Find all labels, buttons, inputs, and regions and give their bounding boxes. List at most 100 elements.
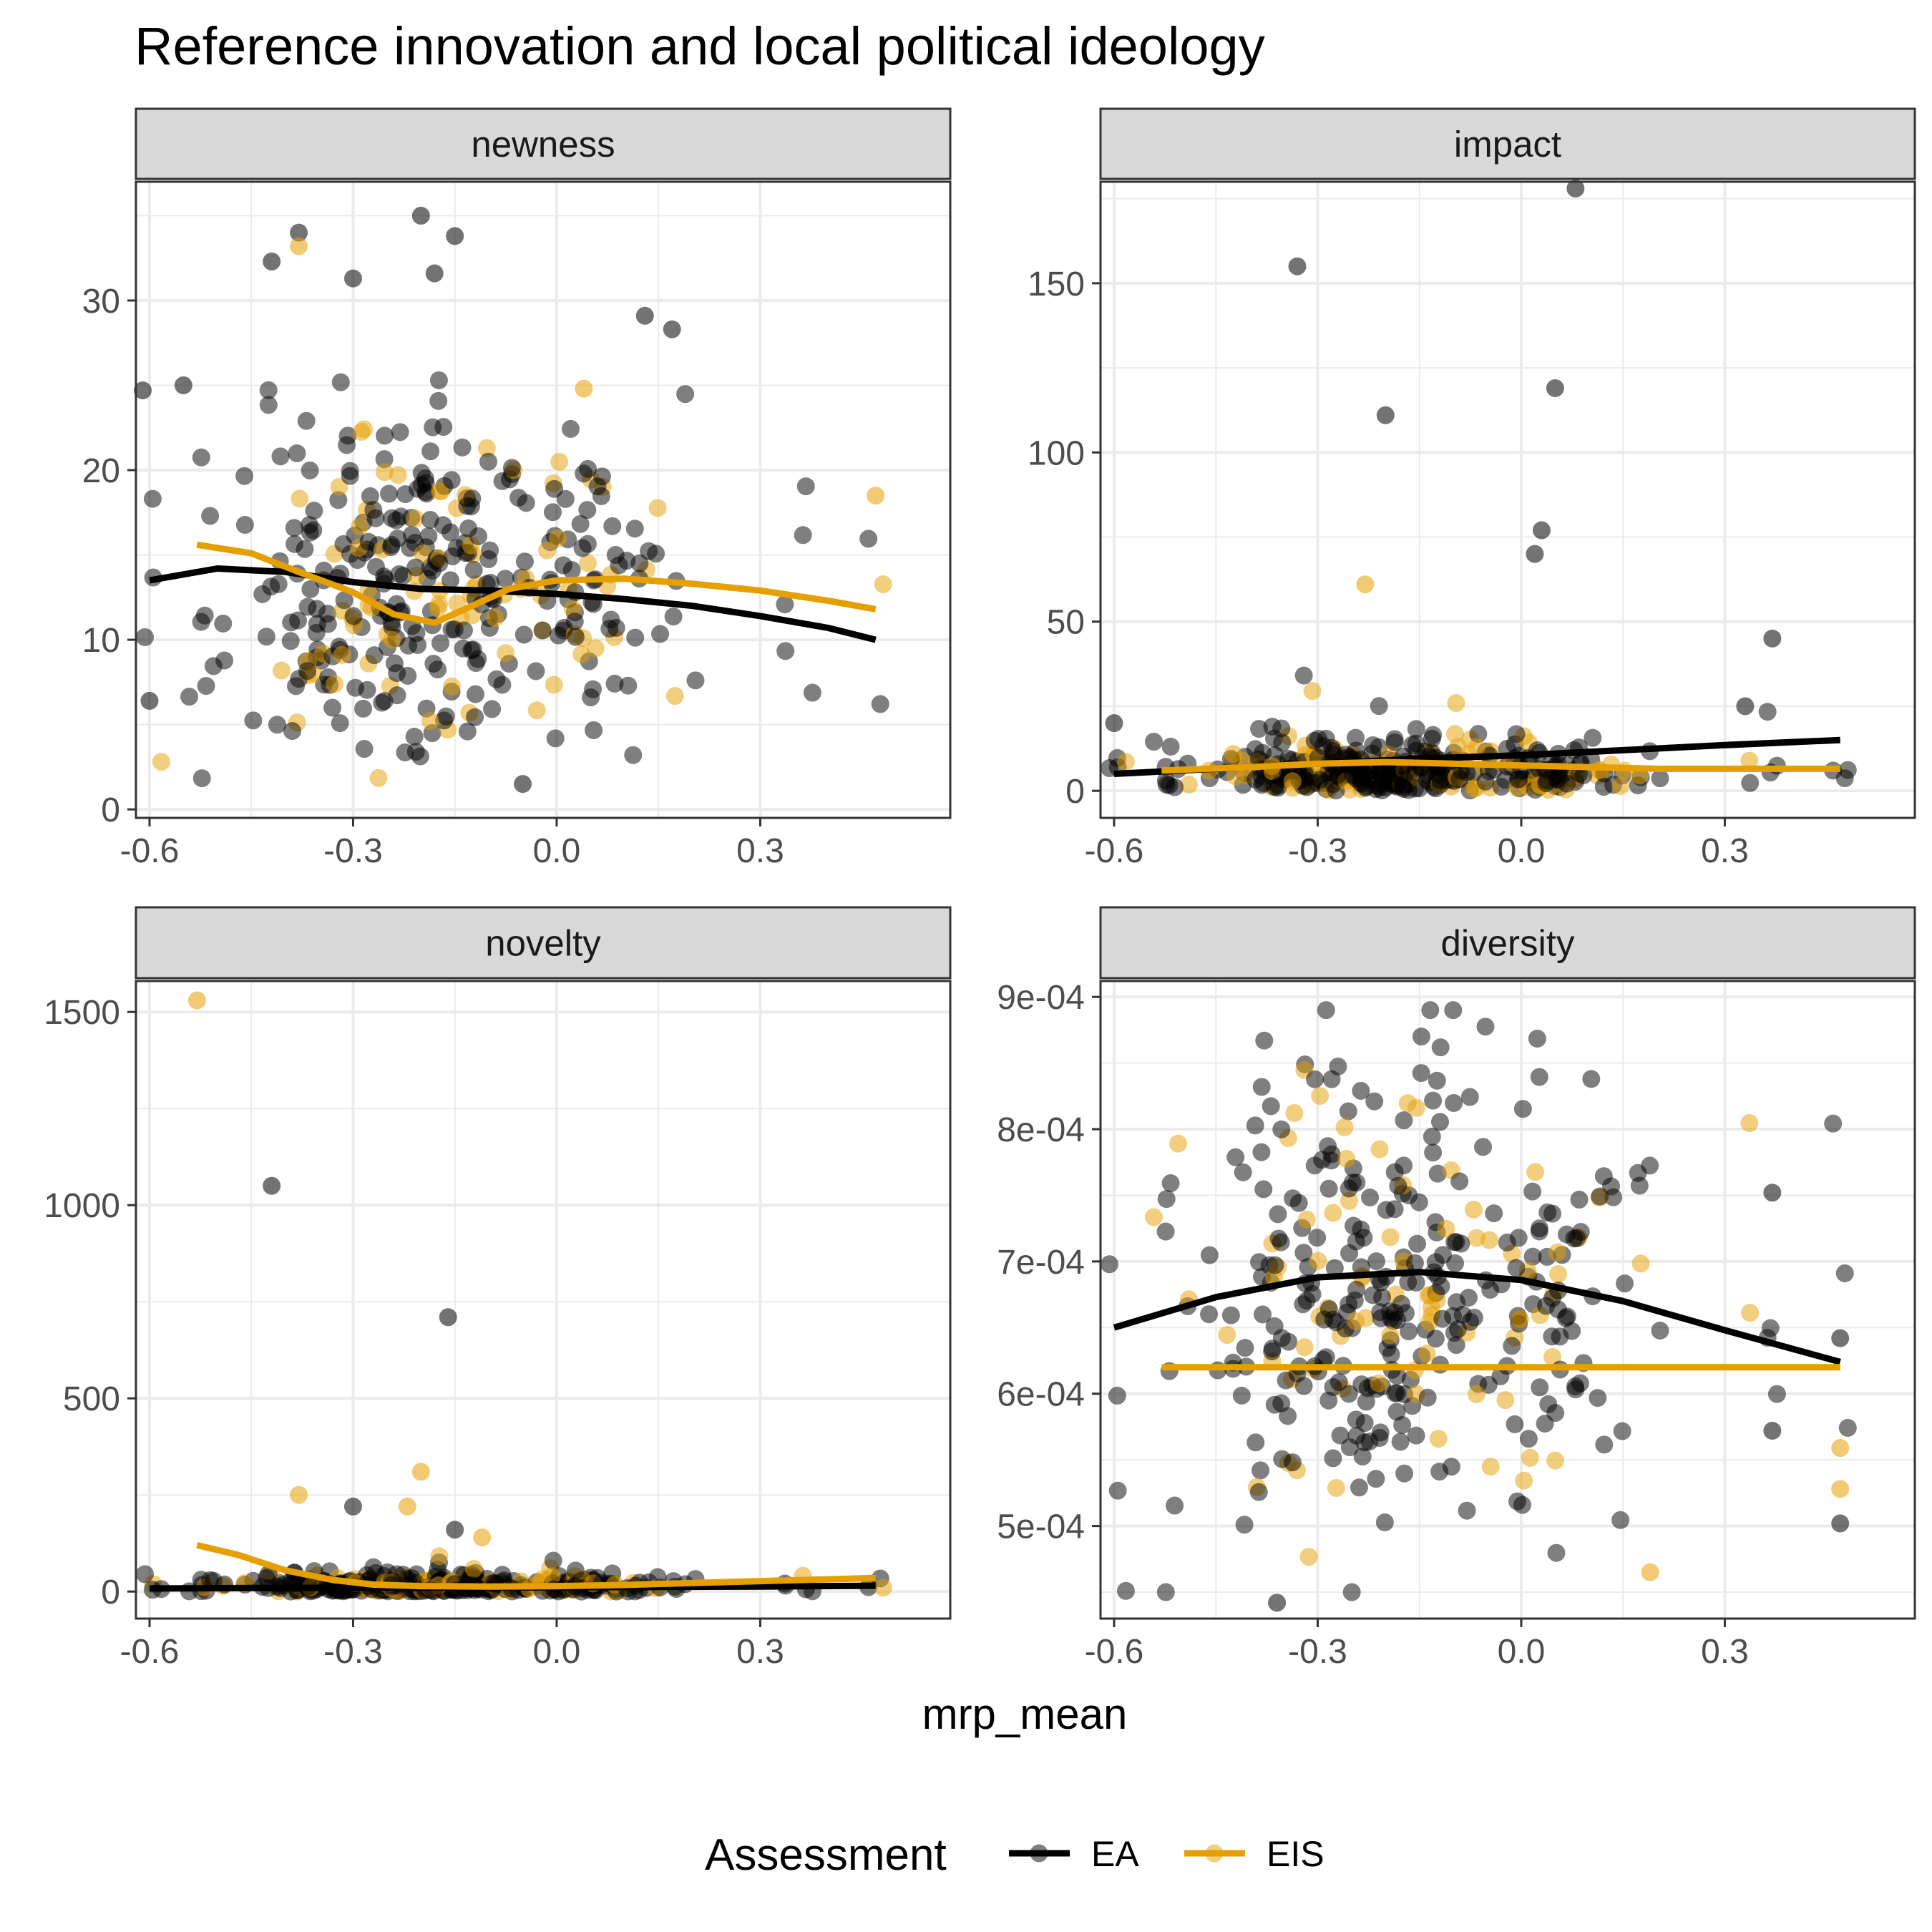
point-eis [1511, 1310, 1529, 1329]
point-eis [369, 769, 388, 787]
point-eis [648, 499, 667, 517]
point-ea [1651, 769, 1669, 788]
point-eis [421, 711, 439, 730]
point-ea [566, 628, 585, 646]
point-ea [195, 606, 214, 625]
point-eis [1335, 1118, 1354, 1136]
point-ea [1532, 521, 1551, 540]
point-ea [1361, 1189, 1380, 1207]
point-ea [1370, 697, 1388, 716]
point-eis [1464, 1200, 1483, 1219]
point-eis [1218, 1326, 1236, 1345]
point-ea [1530, 1222, 1548, 1241]
point-ea [1407, 1273, 1425, 1292]
point-ea [1418, 1388, 1437, 1407]
point-eis [389, 466, 407, 484]
point-ea [1371, 1303, 1390, 1322]
point-ea [584, 680, 602, 698]
point-ea [1306, 1070, 1324, 1088]
smooth-line-eis [1161, 758, 1840, 774]
point-ea [1434, 1246, 1453, 1264]
point-ea [180, 688, 198, 706]
point-ea [1450, 1172, 1469, 1191]
point-ea [375, 567, 394, 586]
point-eis [1515, 1471, 1533, 1490]
point-ea [1246, 1433, 1265, 1452]
point-ea [424, 654, 443, 673]
strip-impact [1099, 107, 1916, 180]
point-ea [605, 674, 624, 693]
point-ea [1459, 1288, 1478, 1307]
point-ea [1254, 1305, 1272, 1324]
point-ea [776, 595, 794, 614]
point-ea [1367, 1252, 1385, 1271]
panel-border [135, 980, 952, 1620]
point-ea [1371, 1423, 1390, 1442]
point-eis [1611, 776, 1630, 795]
point-ea [329, 491, 348, 509]
point-ea [1508, 1492, 1526, 1511]
point-eis [431, 482, 449, 500]
legend-label: EIS [1267, 1834, 1324, 1874]
points-newness [133, 206, 892, 794]
point-ea [143, 489, 162, 508]
point-ea [283, 722, 301, 741]
point-ea [1389, 775, 1407, 794]
point-ea [796, 477, 815, 496]
point-ea [1571, 1223, 1590, 1241]
point-ea [1595, 1435, 1614, 1454]
point-eis [1546, 1451, 1565, 1470]
point-eis [1224, 745, 1242, 763]
point-ea [1355, 1433, 1374, 1452]
point-ea [663, 320, 681, 338]
y-tick-label: 100 [1028, 434, 1085, 472]
point-ea [419, 527, 438, 545]
point-ea [1824, 1114, 1843, 1133]
point-ea [1458, 763, 1476, 781]
point-ea [335, 591, 353, 610]
x-tick-label: -0.6 [1085, 1633, 1144, 1671]
point-ea [1331, 1426, 1350, 1445]
point-ea [1513, 1100, 1532, 1118]
y-tick-label: 1500 [44, 994, 120, 1032]
point-ea [651, 625, 670, 643]
point-ea [1200, 1305, 1219, 1324]
point-ea [1255, 1031, 1274, 1050]
point-eis [1297, 1210, 1316, 1229]
x-tick-label: 0.0 [533, 1633, 581, 1671]
point-ea [1161, 737, 1180, 756]
point-ea [1432, 1277, 1450, 1296]
point-eis [1144, 1208, 1163, 1226]
point-ea [1741, 774, 1760, 792]
point-ea [263, 252, 281, 270]
point-ea [647, 545, 665, 563]
point-ea [1589, 1389, 1607, 1407]
y-tick-label: 1000 [44, 1187, 120, 1225]
point-eis [1180, 775, 1199, 794]
point-ea [364, 1558, 383, 1576]
point-ea [1268, 1594, 1287, 1612]
point-ea [192, 448, 210, 467]
point-ea [380, 484, 399, 503]
gridlines [136, 981, 950, 1619]
point-ea [343, 1497, 362, 1516]
point-ea [676, 385, 695, 404]
y-tick-label: 10 [82, 622, 120, 660]
point-ea [382, 535, 401, 554]
point-ea [446, 227, 464, 245]
point-ea [1570, 1190, 1589, 1209]
y-tick-label: 150 [1028, 265, 1085, 303]
facet-impact: impact -0.6 -0.3 0.0 0.3 0 50 100 150 [1028, 107, 1916, 870]
point-eis [575, 379, 593, 398]
point-eis [1437, 1219, 1455, 1238]
strip-diversity [1099, 906, 1916, 980]
point-ea [1226, 1148, 1245, 1166]
point-ea [543, 503, 562, 522]
point-ea [578, 501, 597, 519]
axes-newness: -0.6 -0.3 0.0 0.3 0 10 20 30 [82, 283, 784, 870]
point-ea [1410, 779, 1428, 798]
point-eis [273, 661, 291, 680]
point-ea [1294, 1377, 1313, 1395]
point-ea [201, 1571, 220, 1589]
point-eis [497, 644, 515, 663]
